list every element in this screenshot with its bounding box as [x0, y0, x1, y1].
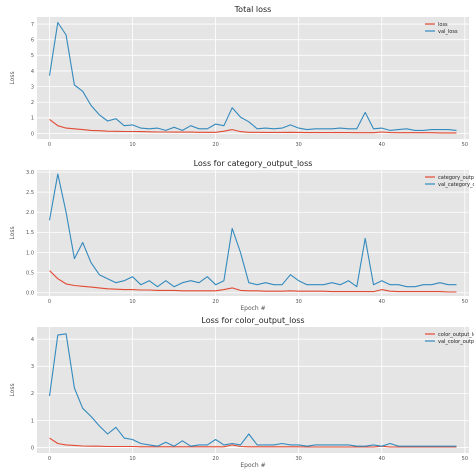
chart-panel-3: 0 10 20 30 40 50 0 1 2 3 4 Loss for color_output_lo… — [9, 316, 474, 469]
y-tick-label: 3 — [31, 84, 34, 90]
x-tick-label: 50 — [462, 456, 468, 462]
gridlines — [37, 327, 469, 453]
x-tick-label: 0 — [48, 299, 51, 305]
x-axis-label: Epoch # — [240, 305, 265, 312]
chart-title: Loss for category_output_loss — [194, 159, 313, 168]
chart-panel-2: 0 10 20 30 40 50 0.0 0.5 1.0 1.5 2.0 2.5 3.0 Loss for… — [9, 159, 474, 312]
y-tick-label: 3.0 — [26, 170, 34, 176]
y-axis-label: Loss — [9, 226, 16, 239]
plot-area — [37, 170, 469, 296]
gridlines — [37, 17, 469, 139]
x-tick-label: 50 — [462, 299, 468, 305]
series-line-val_category_output_loss — [48, 173, 457, 288]
series-line-loss — [49, 118, 457, 134]
y-tick-label: 1 — [31, 418, 34, 424]
plot-area — [37, 327, 469, 453]
y-tick-label: 4 — [31, 69, 34, 75]
x-tick-label: 40 — [379, 299, 385, 305]
chart-title: Total loss — [234, 5, 272, 14]
legend-label: val_color_output_loss — [438, 339, 474, 345]
x-tick-label: 30 — [296, 456, 302, 462]
y-tick-label: 1 — [31, 116, 34, 122]
x-axis-label: Epoch # — [240, 462, 265, 469]
series-line-category_output_loss — [49, 270, 457, 293]
x-tick-label: 10 — [129, 142, 135, 148]
x-tick-label: 10 — [129, 299, 135, 305]
y-axis-label: Loss — [9, 383, 16, 396]
x-tick-label: 40 — [379, 456, 385, 462]
y-tick-label: 1.0 — [26, 250, 34, 256]
series-line-val_loss — [48, 21, 457, 131]
y-tick-label: 0.5 — [26, 270, 34, 276]
chart-panel-1: 0 10 20 30 40 50 0 1 2 3 4 5 6 7 Total loss Loss lossval… — [9, 5, 469, 148]
legend-label: val_loss — [438, 29, 458, 35]
x-tick-label: 0 — [48, 456, 51, 462]
y-tick-label: 6 — [31, 37, 34, 43]
x-tick-label: 0 — [48, 142, 51, 148]
gridlines — [37, 170, 469, 296]
y-tick-label: 2 — [31, 391, 34, 397]
y-tick-label: 7 — [31, 22, 34, 28]
x-tick-label: 30 — [296, 299, 302, 305]
legend-label: category_output_loss — [438, 175, 474, 181]
x-tick-label: 20 — [212, 299, 218, 305]
y-tick-label: 1.5 — [26, 230, 34, 236]
x-tick-label: 40 — [379, 142, 385, 148]
y-axis-label: Loss — [9, 71, 16, 84]
series-line-val_color_output_loss — [48, 333, 457, 447]
x-tick-label: 50 — [462, 142, 468, 148]
plot-area — [37, 17, 469, 139]
legend-label: color_output_loss — [438, 332, 474, 338]
y-tick-label: 4 — [31, 337, 34, 343]
y-tick-label: 2.5 — [26, 190, 34, 196]
x-tick-label: 30 — [296, 142, 302, 148]
y-tick-label: 3 — [31, 364, 34, 370]
y-tick-label: 0.0 — [26, 291, 34, 297]
y-tick-label: 0 — [31, 131, 34, 137]
legend-label: loss — [438, 22, 448, 28]
legend-label: val_category_output_loss — [438, 182, 474, 188]
chart-title: Loss for color_output_loss — [201, 316, 304, 325]
y-tick-label: 2 — [31, 100, 34, 106]
x-tick-label: 20 — [212, 142, 218, 148]
y-tick-label: 5 — [31, 53, 34, 59]
series-line-color_output_loss — [49, 437, 457, 448]
x-tick-label: 10 — [129, 456, 135, 462]
x-tick-label: 20 — [212, 456, 218, 462]
y-tick-label: 2.0 — [26, 210, 34, 216]
y-tick-label: 0 — [31, 445, 34, 451]
legend: category_output_lossval_category_output_… — [425, 175, 474, 188]
